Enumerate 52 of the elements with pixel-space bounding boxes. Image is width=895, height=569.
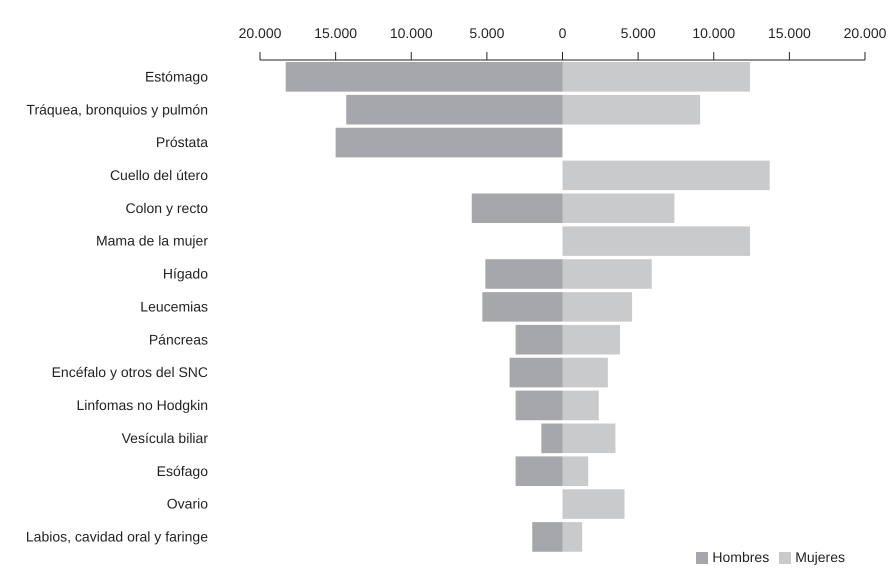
x-tick-label: 0 — [558, 25, 567, 41]
bar — [346, 94, 562, 124]
y-tick-label: Vesícula biliar — [122, 430, 208, 446]
bar — [472, 193, 562, 224]
y-tick-label: Mama de la mujer — [96, 232, 208, 249]
bar — [532, 522, 562, 552]
y-tick-label: Esófago — [156, 462, 208, 479]
y-tick-label: Tráquea, bronquios y pulmón — [26, 101, 208, 118]
bar — [562, 522, 582, 552]
bar — [562, 193, 674, 224]
x-tick-label: 20.000 — [844, 25, 887, 41]
bar — [562, 62, 750, 92]
y-tick-label: Colon y recto — [126, 200, 208, 216]
bar — [336, 128, 562, 158]
bar — [562, 292, 632, 322]
bar — [286, 62, 562, 92]
bar — [562, 358, 608, 388]
bar — [562, 489, 625, 519]
x-tick-label: 10.000 — [390, 25, 433, 41]
bar — [562, 94, 700, 124]
y-tick-label: Hígado — [162, 266, 208, 282]
bar — [516, 390, 562, 420]
legend-label: Hombres — [712, 549, 770, 565]
bar — [562, 456, 588, 486]
y-tick-label: Cuello del útero — [110, 167, 208, 184]
y-tick-label: Labios, cavidad oral y faringe — [26, 528, 208, 545]
bar — [485, 259, 562, 289]
y-tick-label: Ovario — [166, 496, 208, 512]
bar — [562, 160, 770, 190]
x-tick-label: 5.000 — [469, 25, 505, 41]
bar — [541, 424, 562, 454]
bar — [516, 324, 562, 355]
x-tick-label: 20.000 — [238, 25, 282, 41]
y-tick-label: Encéfalo y otros del SNC — [52, 364, 208, 380]
bar — [562, 324, 620, 355]
x-tick-label: 15.000 — [314, 25, 358, 41]
bar — [562, 226, 750, 256]
bar — [482, 292, 562, 322]
bar — [562, 259, 652, 289]
y-tick-label: Estómago — [144, 68, 208, 84]
y-tick-label: Leucemias — [140, 298, 208, 314]
y-tick-label: Linfomas no Hodgkin — [76, 397, 208, 414]
x-tick-label: 10.000 — [692, 25, 736, 41]
y-tick-label: Próstata — [156, 134, 208, 150]
legend-label: Mujeres — [795, 549, 845, 565]
bar — [510, 358, 562, 388]
bar — [516, 456, 562, 486]
bar — [562, 424, 616, 454]
x-tick-label: 15.000 — [768, 25, 811, 41]
x-tick-label: 5.000 — [620, 25, 656, 41]
y-tick-label: Páncreas — [148, 331, 208, 348]
bar — [562, 390, 599, 420]
